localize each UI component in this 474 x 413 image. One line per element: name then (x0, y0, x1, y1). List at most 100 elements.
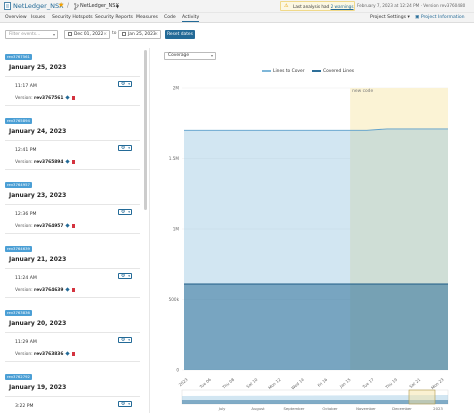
trash-icon[interactable] (72, 288, 76, 292)
version-label: Version: (15, 160, 33, 165)
to-date-input[interactable]: Jan 25, 2023 × (118, 30, 161, 39)
branch-icon (74, 3, 79, 10)
activity-date: January 21, 2023 (9, 256, 67, 263)
analysis-time: 3:22 PM (15, 404, 34, 409)
analysis-card: 3:22 PM ⚙ ▾ (5, 396, 140, 413)
edit-icon[interactable] (65, 351, 71, 356)
event-filter-placeholder: Filter events... (9, 32, 41, 37)
project-information-link[interactable]: ▣ Project Information (415, 15, 465, 20)
y-tick-label: 2M (173, 86, 180, 91)
edit-icon[interactable] (65, 287, 71, 292)
version-value: rev3764957 (34, 224, 64, 229)
clear-to-date-icon[interactable]: × (154, 32, 158, 37)
analysis-meta: February 7, 2023 at 12:24 PM · Version r… (357, 3, 466, 8)
tab-issues[interactable]: Issues (31, 15, 46, 20)
tab-code[interactable]: Code (164, 15, 176, 20)
analysis-card: 11:29 AM Version: rev3763836 ⚙ ▾ (5, 332, 140, 362)
x-tick-label: Wed 14 (290, 377, 305, 391)
project-nav: Overview Issues Security Hotspots Securi… (0, 13, 474, 23)
x-tick-label: Mon 23 (430, 377, 445, 391)
x-tick-label: Sat 21 (408, 377, 421, 389)
version-value: rev3764639 (34, 288, 64, 293)
tab-overview[interactable]: Overview (5, 15, 27, 20)
overview-tick-label: August (251, 406, 265, 411)
analysis-time: 12:41 PM (15, 148, 37, 153)
overview-area (182, 400, 448, 404)
warnings-link[interactable]: 2 warnings (330, 4, 354, 9)
gear-icon: ⚙ (121, 337, 126, 343)
legend-item-covered-lines[interactable]: Covered Lines (312, 69, 354, 74)
x-tick-label: Thu 19 (383, 377, 398, 391)
x-tick-label: Thu 08 (221, 377, 236, 391)
from-date-input[interactable]: Dec 01, 2022 × (64, 30, 110, 39)
graph-type-select[interactable]: Coverage ▾ (164, 52, 216, 60)
version-event: Version: rev3764639 (15, 287, 76, 293)
analysis-actions-button[interactable]: ⚙ ▾ (118, 81, 132, 87)
activity-date: January 24, 2023 (9, 128, 67, 135)
overview-tick-label: November (356, 406, 376, 411)
graph-type-value: Coverage (168, 53, 190, 58)
analysis-time: 11:29 AM (15, 340, 37, 345)
activity-list[interactable]: rev3767561 January 25, 2023 11:17 AM Ver… (0, 48, 150, 413)
x-tick-label: Mon 12 (267, 377, 282, 391)
x-tick-label: Sat 10 (245, 377, 258, 389)
analysis-actions-button[interactable]: ⚙ ▾ (118, 209, 132, 215)
project-icon (4, 2, 11, 10)
analysis-actions-button[interactable]: ⚙ ▾ (118, 145, 132, 151)
trash-icon[interactable] (72, 224, 76, 228)
branch-selector[interactable]: NetLedger_NSX (80, 3, 119, 9)
overview-brush (408, 389, 436, 405)
chevron-down-icon: ▾ (128, 82, 130, 86)
clear-from-date-icon[interactable]: × (103, 32, 107, 37)
project-name-link[interactable]: NetLedger_NSX (13, 2, 64, 10)
chevron-down-icon: ▾ (210, 53, 213, 58)
edit-icon[interactable] (65, 159, 71, 164)
coverage-chart[interactable]: new code 2M 1.5M 1M 500k 0 2023 Tue 06 Thu 08 S… (156, 48, 474, 413)
overview-tick-label: September (284, 406, 305, 411)
favorite-star-icon[interactable]: ★ (58, 1, 65, 9)
y-tick-label: 1M (173, 227, 180, 232)
version-event: Version: rev3765894 (15, 159, 76, 165)
chevron-down-icon[interactable]: ▼ (116, 4, 120, 9)
series-area (184, 284, 448, 370)
overview-tick-label: 2023 (433, 406, 443, 411)
event-filter-select[interactable]: Filter events... ▾ (5, 30, 58, 39)
edit-icon[interactable] (65, 223, 71, 228)
tab-security-reports[interactable]: Security Reports (95, 15, 133, 20)
analysis-actions-button[interactable]: ⚙ ▾ (118, 337, 132, 343)
activity-date: January 19, 2023 (9, 384, 67, 391)
tab-security-hotspots[interactable]: Security Hotspots (52, 15, 93, 20)
analysis-actions-button[interactable]: ⚙ ▾ (118, 401, 132, 407)
trash-icon[interactable] (72, 96, 76, 100)
y-tick-label: 1.5M (169, 156, 180, 161)
legend-item-lines-to-cover[interactable]: Lines to Cover (262, 69, 305, 74)
analysis-time: 12:36 PM (15, 212, 37, 217)
reset-dates-button[interactable]: Reset dates (165, 30, 195, 39)
tab-measures[interactable]: Measures (136, 15, 158, 20)
analysis-time: 11:24 AM (15, 276, 37, 281)
project-settings-menu[interactable]: Project Settings ▾ (370, 15, 410, 20)
version-event: Version: rev3764957 (15, 223, 76, 229)
to-label: to (112, 31, 117, 36)
scrollbar[interactable] (144, 50, 147, 210)
version-value: rev3763836 (34, 352, 64, 357)
analysis-time: 11:17 AM (15, 84, 37, 89)
trash-icon[interactable] (72, 352, 76, 356)
gear-icon: ⚙ (121, 81, 126, 87)
calendar-icon (122, 31, 126, 36)
gear-icon: ⚙ (121, 401, 126, 407)
activity-graph-panel: Coverage ▾ Lines to Cover Covered Lines … (156, 48, 474, 413)
version-value: rev3767561 (34, 96, 64, 101)
edit-icon[interactable] (65, 95, 71, 100)
legend-label: Covered Lines (323, 69, 355, 74)
trash-icon[interactable] (72, 160, 76, 164)
calendar-icon (68, 31, 72, 36)
series-line (184, 128, 448, 131)
activity-filters: Filter events... ▾ Dec 01, 2022 × to Jan… (0, 24, 474, 46)
version-label: Version: (15, 288, 33, 293)
tab-activity[interactable]: Activity (182, 15, 200, 22)
overview-timeline[interactable]: July August September October November Decemb… (181, 389, 449, 411)
version-badge: rev3764639 (5, 246, 32, 252)
analysis-actions-button[interactable]: ⚙ ▾ (118, 273, 132, 279)
x-tick-label: Jan 15 (338, 377, 352, 390)
